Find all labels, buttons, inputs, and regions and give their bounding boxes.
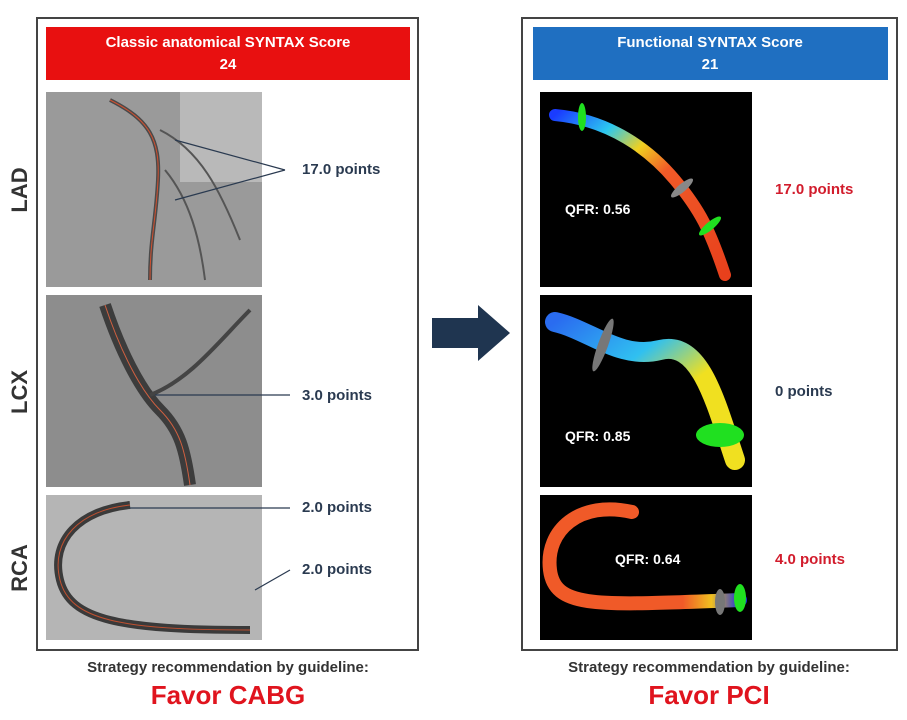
footer-caption: Strategy recommendation by guideline: (87, 659, 369, 676)
left-header-score: 24 (220, 56, 237, 73)
lad-qfr-model (540, 92, 752, 287)
points-label: 17.0 points (775, 181, 853, 198)
recommendation: Favor CABG (151, 680, 306, 710)
footer-caption: Strategy recommendation by guideline: (568, 659, 850, 676)
points-label: 2.0 points (302, 561, 372, 578)
arrow (432, 305, 510, 361)
qfr-label: QFR: 0.56 (565, 201, 631, 217)
lad-angiogram (46, 92, 262, 287)
points-label: 2.0 points (302, 499, 372, 516)
left-header-title: Classic anatomical SYNTAX Score (106, 34, 351, 51)
right-header (533, 27, 888, 80)
row-label: LAD (7, 167, 32, 212)
qfr-label: QFR: 0.64 (615, 551, 681, 567)
row-label: RCA (7, 544, 32, 592)
points-label: 3.0 points (302, 387, 372, 404)
points-label: 17.0 points (302, 161, 380, 178)
points-label: 4.0 points (775, 551, 845, 568)
leader-lines (130, 139, 291, 591)
lcx-angiogram (46, 295, 262, 487)
qfr-label: QFR: 0.85 (565, 428, 631, 444)
right-header-title: Functional SYNTAX Score (617, 34, 803, 51)
rca-qfr-model (540, 495, 752, 640)
rca-angiogram (46, 495, 262, 640)
left-header (46, 27, 410, 80)
recommendation: Favor PCI (648, 680, 769, 710)
points-label: 0 points (775, 383, 833, 400)
lcx-qfr-model (540, 295, 752, 487)
right-header-score: 21 (702, 56, 719, 73)
row-label: LCX (7, 370, 32, 414)
